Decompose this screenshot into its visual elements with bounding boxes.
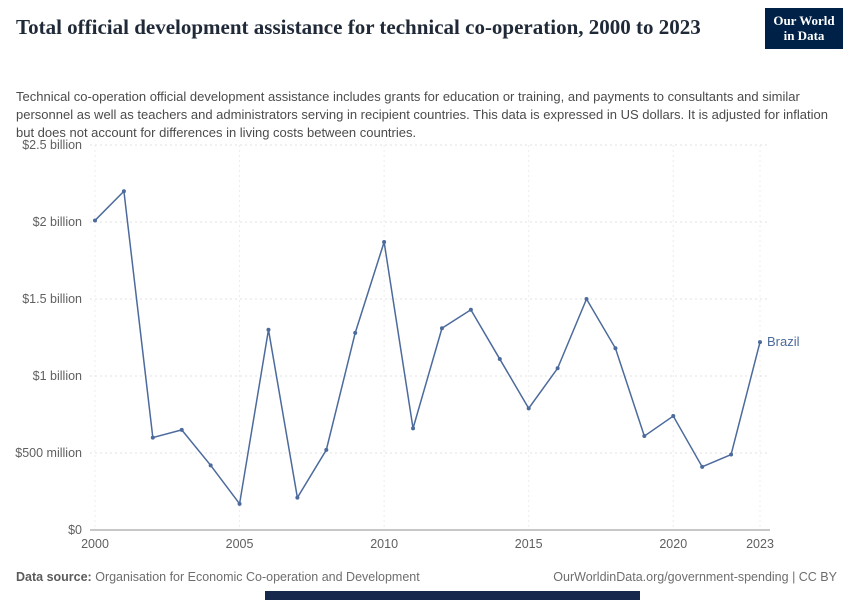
logo-line1: Our World — [773, 13, 835, 28]
data-point[interactable] — [613, 346, 618, 351]
x-tick-label: 2010 — [370, 537, 398, 551]
data-point[interactable] — [121, 189, 126, 194]
data-source-value[interactable]: Organisation for Economic Co-operation a… — [95, 570, 420, 584]
x-tick-label: 2023 — [746, 537, 774, 551]
data-point[interactable] — [497, 357, 502, 362]
chart-footer: Data source: Organisation for Economic C… — [16, 570, 837, 584]
data-point[interactable] — [758, 340, 762, 345]
y-tick-label: $2 billion — [33, 215, 82, 229]
bottom-bar — [265, 591, 640, 600]
series-end-label[interactable]: Brazil — [767, 334, 800, 349]
data-point[interactable] — [179, 427, 184, 432]
x-tick-label: 2005 — [226, 537, 254, 551]
logo-line2: in Data — [783, 28, 825, 43]
y-tick-label: $500 million — [15, 446, 82, 460]
footer-link[interactable]: OurWorldinData.org/government-spending |… — [553, 570, 837, 584]
data-point[interactable] — [324, 447, 329, 452]
data-source: Data source: Organisation for Economic C… — [16, 570, 420, 584]
data-source-label: Data source: — [16, 570, 92, 584]
owid-logo[interactable]: Our World in Data — [765, 8, 843, 49]
chart-title: Total official development assistance fo… — [16, 15, 701, 39]
data-point[interactable] — [526, 406, 531, 411]
data-point[interactable] — [468, 307, 473, 312]
data-point[interactable] — [439, 326, 444, 331]
data-point[interactable] — [237, 501, 242, 506]
data-line — [94, 189, 761, 506]
data-point[interactable] — [353, 330, 358, 335]
data-point[interactable] — [642, 434, 647, 439]
x-tick-label: 2000 — [81, 537, 109, 551]
data-point[interactable] — [208, 463, 213, 468]
y-tick-label: $1 billion — [33, 369, 82, 383]
data-point[interactable] — [150, 435, 155, 440]
data-point[interactable] — [93, 218, 97, 223]
line-chart[interactable]: $0 $500 million $1 billion $1.5 billion $2 b… — [0, 132, 850, 552]
y-tick-label: $2.5 billion — [22, 138, 82, 152]
data-point[interactable] — [729, 452, 734, 457]
x-tick-label: 2015 — [515, 537, 543, 551]
data-point[interactable] — [555, 366, 560, 371]
chart-subtitle: Technical co-operation official developm… — [16, 89, 828, 140]
data-point[interactable] — [382, 240, 387, 245]
x-tick-label: 2020 — [659, 537, 687, 551]
data-point[interactable] — [295, 495, 300, 500]
data-point[interactable] — [700, 464, 705, 469]
data-point[interactable] — [584, 297, 589, 301]
data-point[interactable] — [671, 414, 676, 419]
y-tick-label: $1.5 billion — [22, 292, 82, 306]
data-point[interactable] — [411, 426, 416, 431]
data-point[interactable] — [266, 327, 271, 332]
y-tick-label: $0 — [68, 523, 82, 537]
